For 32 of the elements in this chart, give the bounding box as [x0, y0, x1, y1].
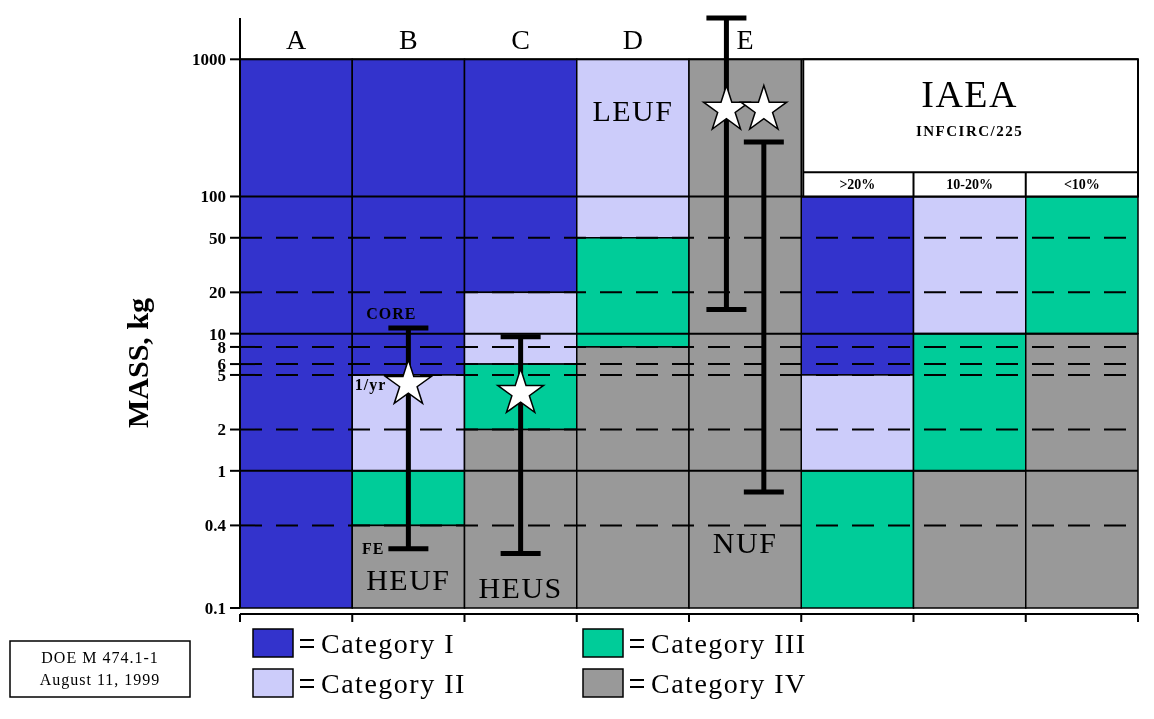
- y-tick-label: 2: [217, 420, 226, 440]
- text: DOE M 474.1-1: [41, 649, 159, 666]
- annotation: 1/yr: [354, 375, 387, 394]
- x-tick-label: A: [286, 24, 308, 56]
- x-tick-label: <10%: [1063, 177, 1100, 193]
- y-tick-label: 0.4: [204, 516, 227, 536]
- legend-label: Category IV: [651, 667, 807, 699]
- x-tick-label: B: [399, 24, 418, 56]
- annotation: LEUF: [592, 94, 674, 128]
- annotation: NUF: [712, 526, 778, 560]
- annotation: FE: [361, 540, 385, 558]
- y-tick-label: 1: [217, 461, 226, 481]
- x-tick-label: E: [736, 24, 754, 56]
- annotation: IAEA: [921, 73, 1019, 116]
- annotation: HEUF: [366, 563, 451, 597]
- y-tick-label: 100: [200, 187, 226, 207]
- x-tick-label: >20%: [839, 177, 876, 193]
- y-tick-label: 50: [209, 228, 226, 248]
- y-axis-title: MASS, kg: [121, 297, 154, 429]
- y-tick-label: 1000: [192, 50, 226, 70]
- text: August 11, 1999: [39, 671, 161, 689]
- legend-label: Category III: [651, 627, 807, 659]
- annotation: HEUS: [478, 571, 563, 605]
- x-tick-label: 10-20%: [946, 177, 993, 193]
- annotation: CORE: [366, 304, 417, 322]
- legend-label: Category I: [321, 627, 455, 659]
- legend-label: Category II: [321, 667, 466, 699]
- y-tick-label: 0.1: [204, 598, 226, 618]
- x-tick-label: C: [511, 24, 530, 56]
- y-tick-label: 20: [209, 283, 226, 303]
- x-tick-label: D: [622, 24, 643, 56]
- annotation: INFCIRC/225: [915, 123, 1024, 140]
